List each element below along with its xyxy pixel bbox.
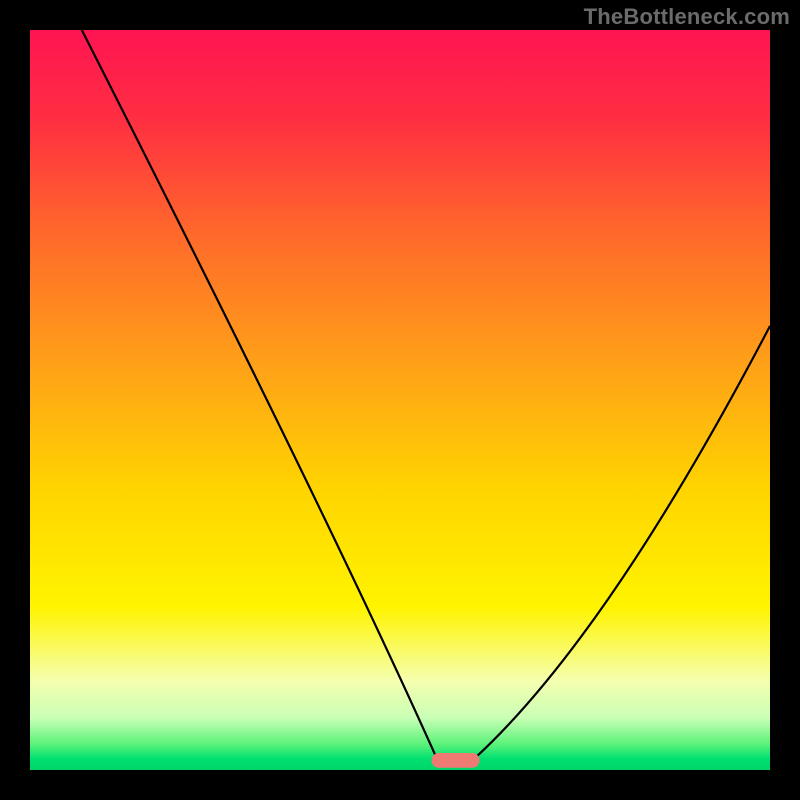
chart-stage: TheBottleneck.com <box>0 0 800 800</box>
sweet-spot-marker <box>431 753 479 768</box>
bottleneck-chart <box>0 0 800 800</box>
watermark-text: TheBottleneck.com <box>584 4 790 30</box>
plot-area <box>30 30 770 770</box>
